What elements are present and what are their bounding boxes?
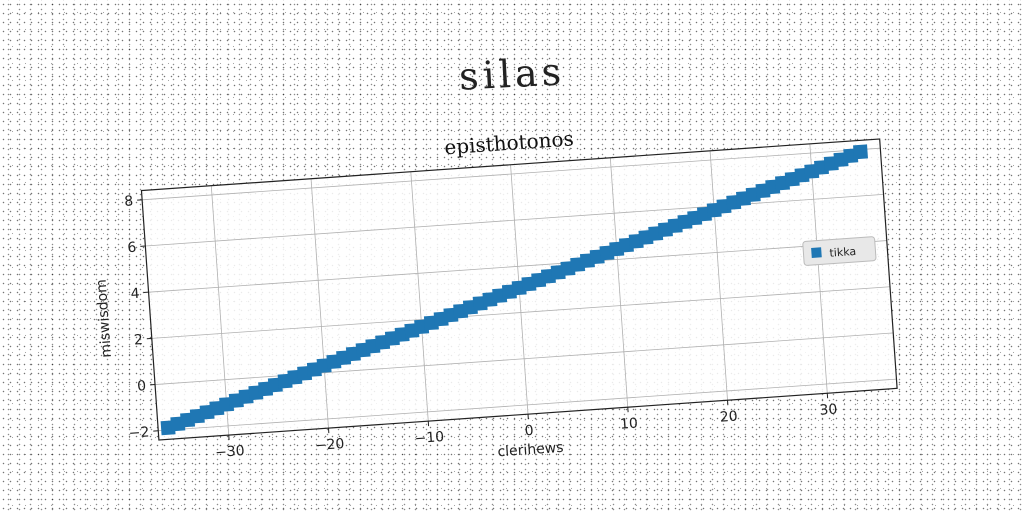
x-grid-line <box>210 185 230 436</box>
x-grid-line <box>809 143 828 394</box>
x-axis-label: clerihews <box>497 440 564 461</box>
legend-box <box>802 236 877 266</box>
data-point <box>853 144 868 160</box>
x-tick-label: 0 <box>524 423 534 440</box>
y-grid-line <box>158 378 897 432</box>
y-tick-label: 0 <box>137 378 147 395</box>
chart-title: episthotonos <box>444 126 575 159</box>
x-tick-label: 30 <box>819 402 838 419</box>
x-grid-line <box>410 171 429 422</box>
x-grid-line <box>709 150 728 401</box>
legend-label: tikka <box>829 245 857 260</box>
y-tick-label: 2 <box>133 332 143 349</box>
data-points <box>160 144 868 436</box>
y-grid-line <box>148 240 887 293</box>
legend-marker <box>811 247 822 258</box>
y-tick-label: 4 <box>130 286 140 303</box>
x-tick-label: −30 <box>215 443 246 461</box>
y-grid-line <box>145 193 884 247</box>
y-axis-label: miswisdom <box>94 279 115 358</box>
x-tick-label: −20 <box>314 436 345 454</box>
y-tick-label: 6 <box>127 240 137 257</box>
x-tick-label: 20 <box>719 409 738 426</box>
y-tick-label: 8 <box>124 193 134 210</box>
x-grid-line <box>609 157 629 408</box>
x-grid-line <box>310 178 329 429</box>
legend: tikka <box>802 236 877 266</box>
y-grid-line <box>142 147 881 201</box>
x-tick-label: −10 <box>414 429 445 447</box>
y-tick-label: −2 <box>128 424 150 441</box>
x-tick-label: 10 <box>619 416 638 433</box>
y-grid-line <box>151 286 891 339</box>
